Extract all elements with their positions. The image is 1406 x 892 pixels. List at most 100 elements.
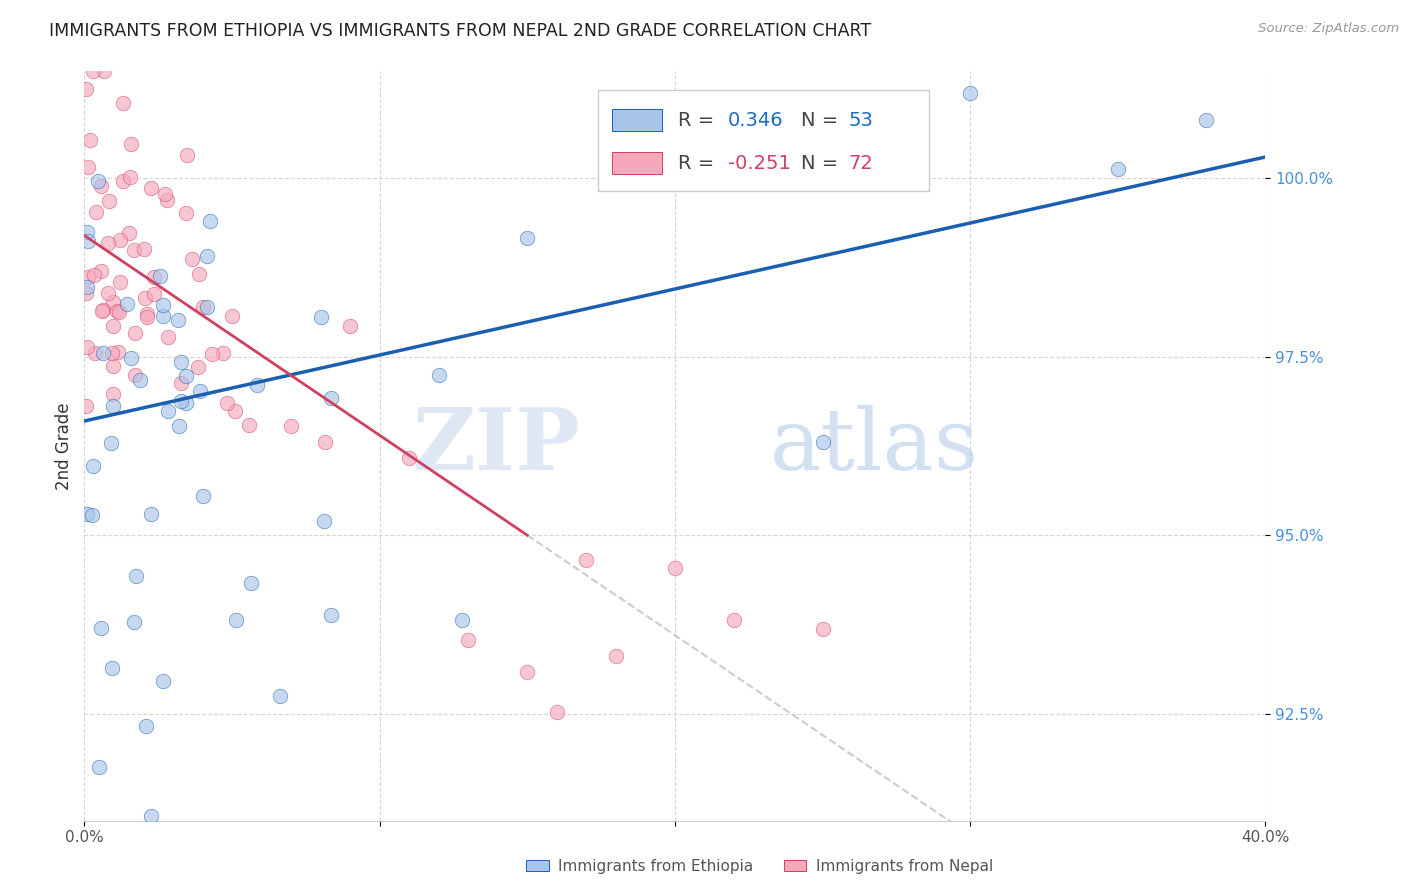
Text: -0.251: -0.251 (728, 154, 792, 173)
Point (605, 648, 627, 663)
Point (122, 243, 145, 257)
Point (108, 233, 131, 247)
Point (142, 269, 165, 284)
Point (91, 303, 114, 318)
Point (153, 187, 176, 202)
Point (811, 435, 834, 450)
Point (136, 307, 159, 321)
Point (166, 313, 188, 327)
Point (141, 809, 163, 823)
Point (75, 82, 97, 96)
Point (90, 178, 112, 193)
Point (141, 507, 163, 521)
Point (101, 661, 124, 675)
Point (314, 514, 336, 528)
Text: 72: 72 (848, 154, 873, 173)
Point (398, 451, 420, 466)
Point (221, 309, 243, 323)
Point (90, 304, 112, 318)
Point (149, 268, 172, 283)
Point (215, 396, 238, 410)
Point (107, 344, 129, 359)
Point (193, 301, 215, 315)
Point (132, 242, 155, 256)
Point (516, 231, 538, 245)
Point (1195, 113, 1218, 128)
Point (959, 86, 981, 100)
Point (143, 287, 166, 301)
Point (169, 393, 191, 408)
Point (141, 181, 163, 195)
Point (195, 301, 218, 315)
Text: R =: R = (679, 111, 714, 129)
Point (82, 64, 104, 78)
Legend: Immigrants from Ethiopia, Immigrants from Nepal: Immigrants from Ethiopia, Immigrants fro… (520, 853, 998, 880)
Point (457, 632, 479, 647)
Text: 53: 53 (848, 111, 873, 129)
Point (76, 226, 98, 240)
Point (101, 386, 124, 401)
Point (77, 160, 100, 174)
Point (111, 95, 134, 110)
Point (124, 326, 146, 340)
Point (152, 309, 174, 323)
Point (76, 340, 98, 354)
Point (1107, 161, 1129, 176)
Point (246, 378, 269, 392)
Point (239, 576, 262, 591)
Point (124, 368, 146, 383)
Point (87, 174, 110, 188)
Point (280, 419, 302, 434)
Point (90, 621, 112, 635)
Point (120, 169, 142, 184)
Point (93, 64, 115, 78)
Point (100, 346, 122, 360)
Point (225, 613, 247, 627)
Point (169, 419, 191, 434)
Text: IMMIGRANTS FROM ETHIOPIA VS IMMIGRANTS FROM NEPAL 2ND GRADE CORRELATION CHART: IMMIGRANTS FROM ETHIOPIA VS IMMIGRANTS F… (49, 22, 872, 40)
Point (111, 174, 134, 188)
Point (575, 553, 598, 567)
Point (157, 330, 180, 344)
Point (76, 280, 98, 294)
Point (195, 249, 218, 263)
Point (811, 622, 834, 636)
Point (187, 359, 209, 374)
Point (136, 310, 159, 325)
Point (152, 298, 174, 312)
Point (224, 403, 246, 417)
Point (82, 458, 104, 473)
Point (176, 205, 198, 219)
Point (170, 376, 193, 390)
Bar (612, 109, 662, 131)
Point (115, 297, 138, 311)
Point (75, 399, 97, 413)
Point (101, 318, 124, 333)
Bar (612, 152, 662, 174)
Point (174, 396, 197, 410)
Point (339, 319, 361, 334)
Point (79, 133, 101, 147)
Point (90, 263, 112, 277)
Point (77, 234, 100, 248)
Text: atlas: atlas (769, 404, 979, 488)
Text: ZIP: ZIP (412, 404, 581, 488)
Point (83, 268, 105, 282)
Point (319, 391, 342, 405)
Text: N =: N = (801, 111, 838, 129)
Point (427, 368, 450, 383)
Point (269, 689, 291, 703)
Text: 0.346: 0.346 (728, 111, 783, 129)
Point (84, 205, 107, 219)
Point (124, 569, 146, 583)
Point (83, 345, 105, 359)
Text: Source: ZipAtlas.com: Source: ZipAtlas.com (1258, 22, 1399, 36)
Point (516, 665, 538, 679)
Point (201, 346, 224, 360)
Point (120, 351, 142, 365)
Point (135, 719, 157, 733)
Point (80, 508, 103, 522)
Point (546, 705, 568, 719)
Text: R =: R = (679, 154, 714, 173)
Point (723, 613, 745, 627)
